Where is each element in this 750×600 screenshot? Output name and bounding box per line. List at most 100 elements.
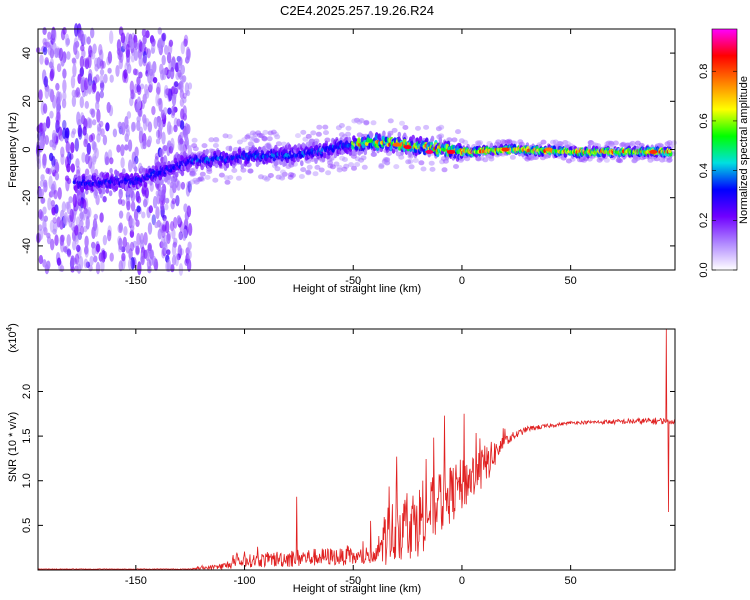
spectrogram-cell [109, 167, 113, 174]
spectrogram-cell [186, 123, 191, 135]
colorbar-label: Normalized spectral amplitude [738, 76, 750, 224]
spectrogram-cell [38, 254, 44, 265]
spectrogram-cell [167, 173, 172, 180]
spectrogram-cell [212, 143, 219, 148]
spectrogram-cell [108, 190, 113, 197]
spectrogram-cell [62, 68, 67, 79]
spectrogram-cell [327, 160, 334, 166]
spectrogram-cell [102, 250, 108, 260]
spectrogram-cell [168, 146, 174, 154]
spectrogram-cell [116, 170, 120, 177]
snr-series-line [37, 328, 676, 571]
spectrogram-cell [300, 160, 304, 167]
spectrogram-cell [666, 140, 673, 146]
spectrogram-cell [70, 141, 75, 154]
spectrogram-cell [164, 176, 168, 183]
spectrogram-cell [267, 143, 272, 150]
spectrogram-cell [95, 101, 100, 111]
spectrogram-cell [557, 141, 564, 147]
spectrogram-cell [159, 148, 164, 158]
spectrogram-cell [123, 69, 128, 80]
spectrogram-cell [517, 139, 524, 145]
spectrogram-cell [46, 236, 52, 245]
spectrogram-cell [318, 167, 325, 173]
spectrogram-cell [369, 132, 374, 139]
spectrogram-cell [126, 200, 131, 211]
spectrogram-cell [500, 139, 507, 145]
spectrogram-cell [425, 149, 434, 154]
spectrogram-cell [133, 48, 139, 61]
spectrogram-cell [79, 219, 84, 228]
spectrogram-cell [43, 215, 48, 222]
spectrogram-cell [314, 164, 321, 170]
spectrogram-cell [146, 48, 151, 59]
spectrogram-cell [358, 157, 365, 163]
spectrogram-cell [70, 221, 76, 231]
spectrogram-cell [65, 140, 71, 154]
spectrogram-cell [66, 142, 71, 153]
spectrogram-cell [127, 187, 132, 194]
spectrogram-cell [141, 28, 147, 37]
spectrogram-cell [84, 168, 90, 176]
spectrogram-ytick-label: 0 [21, 146, 33, 152]
spectrogram-cell [129, 229, 135, 238]
spectrogram-cell [124, 116, 129, 130]
snr-background [38, 329, 675, 570]
spectrogram-cell [36, 124, 41, 133]
spectrogram-cell [95, 243, 101, 253]
spectrogram-cell [87, 83, 92, 95]
spectrogram-cell [667, 149, 672, 154]
snr-ylabel: SNR (10 * v/v) [7, 412, 19, 482]
spectrogram-cell [72, 63, 77, 78]
spectrogram-cell [179, 248, 184, 256]
spectrogram-cell [405, 159, 412, 165]
spectrogram-cell [42, 219, 47, 232]
spectrogram-cell [180, 64, 185, 75]
spectrogram-cell [384, 160, 391, 166]
spectrogram-cell [163, 234, 168, 248]
spectrogram-cell [94, 63, 99, 72]
spectrogram-cell [99, 60, 105, 70]
spectrogram-cell [447, 149, 456, 154]
spectrogram-cell [136, 232, 141, 246]
spectrogram-cell [176, 118, 181, 127]
spectrogram-cell [279, 173, 286, 179]
spectrogram-cell [244, 134, 251, 140]
spectrogram-cell [477, 140, 484, 146]
spectrogram-cell [39, 135, 44, 150]
spectrogram-cell [52, 228, 57, 235]
spectrogram-cell [387, 132, 392, 139]
spectrogram-cell [38, 209, 43, 220]
spectrogram-xtick-label: -100 [234, 275, 256, 287]
snr-ticks: -150 -100 -50 0 50 0.5 1.0 1.5 2.0 [21, 329, 675, 587]
spectrogram-cell [136, 195, 142, 204]
spectrogram-cell [80, 44, 85, 52]
spectrogram-cell [84, 100, 90, 109]
spectrogram-cell [102, 234, 108, 246]
spectrogram-cell [152, 76, 158, 84]
spectrogram-cell [89, 255, 94, 266]
spectrogram-cell [322, 152, 327, 159]
spectrogram-cell [109, 157, 114, 165]
spectrogram-cell [138, 126, 144, 139]
spectrogram-cell [46, 260, 51, 270]
spectrogram-cell [99, 120, 104, 128]
spectrogram-cell [127, 258, 133, 270]
spectrogram-cell [141, 211, 146, 219]
spectrogram-cell [142, 140, 147, 150]
spectrogram-cell [120, 157, 125, 169]
spectrogram-ticks: -150 -100 -50 0 50 -40 -20 0 20 40 [21, 29, 675, 287]
spectrogram-cell [455, 129, 461, 135]
spectrogram-cell [147, 121, 153, 133]
spectrogram-cell [223, 175, 230, 181]
spectrogram-cell [145, 248, 150, 262]
spectrogram-cell [186, 258, 192, 272]
spectrogram-cell [83, 225, 88, 233]
spectrogram-cell [212, 177, 219, 183]
spectrogram-cell [82, 33, 88, 46]
spectrogram-cell [155, 178, 160, 185]
spectrogram-cell [71, 128, 77, 135]
spectrogram-ytick-label: 20 [21, 95, 33, 107]
spectrogram-cell [69, 208, 74, 223]
